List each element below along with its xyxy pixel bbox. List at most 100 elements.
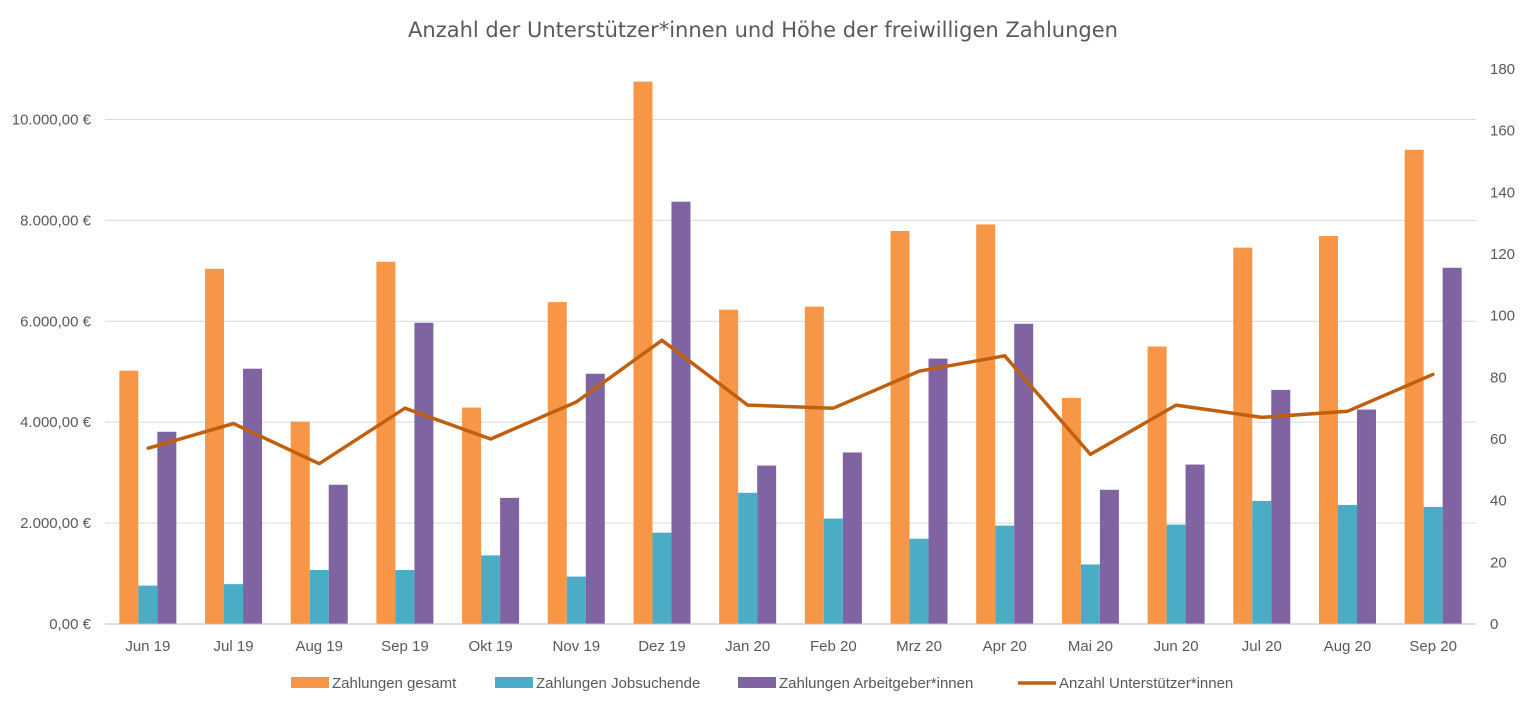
bar-zahlungen-gesamt [1061,397,1081,624]
x-tick-label: Aug 20 [1324,638,1372,655]
line-point [1088,452,1092,456]
legend: Zahlungen gesamt Zahlungen Jobsuchende Zah… [291,675,1233,692]
line-point [831,406,835,410]
y-right-tick-label: 20 [1490,554,1507,571]
line-point [1345,409,1349,413]
x-tick-label: Jul 19 [214,638,254,655]
y-left-tick-label: 4.000,00 € [20,414,92,431]
bar-zahlungen-arbeitgeber-innen [1099,489,1119,624]
line-point [1431,372,1435,376]
x-tick-label: Okt 19 [469,638,513,655]
bar-zahlungen-gesamt [804,306,824,624]
bar-zahlungen-jobsuchende [738,492,758,624]
bar-zahlungen-jobsuchende [1080,564,1100,624]
line-point [660,338,664,342]
line-point [146,446,150,450]
line-point [403,406,407,410]
bar-zahlungen-jobsuchende [823,518,843,624]
bar-zahlungen-gesamt [205,268,225,624]
legend-label: Zahlungen Arbeitgeber*innen [779,675,973,692]
line-point [1260,415,1264,419]
y-left-tick-label: 0,00 € [49,616,91,633]
y-left-tick-label: 2.000,00 € [20,515,92,532]
legend-label: Zahlungen Jobsuchende [536,675,700,692]
x-tick-label: Feb 20 [810,638,857,655]
x-tick-label: Jun 19 [125,638,170,655]
bar-zahlungen-jobsuchende [995,525,1015,624]
bar-zahlungen-arbeitgeber-innen [671,201,691,625]
y-left-tick-label: 8.000,00 € [20,212,92,229]
line-point [489,437,493,441]
bar-zahlungen-arbeitgeber-innen [1271,389,1291,624]
bar-zahlungen-gesamt [1147,346,1167,624]
x-tick-label: Jun 20 [1154,638,1199,655]
x-tick-label: Jan 20 [725,638,770,655]
x-tick-label: Jul 20 [1242,638,1282,655]
legend-swatch [291,677,329,688]
y-left-tick-label: 10.000,00 € [12,111,92,128]
bar-zahlungen-jobsuchende [1166,524,1186,624]
bar-zahlungen-jobsuchende [1252,500,1272,624]
bar-zahlungen-jobsuchende [395,570,415,624]
bar-zahlungen-arbeitgeber-innen [928,358,948,624]
x-tick-label: Sep 19 [381,638,429,655]
bar-zahlungen-gesamt [1318,236,1338,624]
line-point [232,422,236,426]
bar-zahlungen-jobsuchende [309,570,329,624]
bar-zahlungen-gesamt [1404,149,1424,624]
y-right-tick-label: 60 [1490,431,1507,448]
bar-zahlungen-gesamt [119,370,139,624]
bar-zahlungen-gesamt [976,224,996,624]
bar-zahlungen-jobsuchende [1337,504,1357,624]
line-series [146,338,1435,466]
y-right-tick-label: 80 [1490,369,1507,386]
chart-title: Anzahl der Unterstützer*innen und Höhe d… [408,18,1118,42]
axes: 0,00 € 2.000,00 € 4.000,00 € 6.000,00 € 8.00… [12,61,1515,655]
legend-swatch [495,677,533,688]
bar-zahlungen-jobsuchende [481,555,501,624]
bar-zahlungen-arbeitgeber-innen [414,322,434,624]
legend-label: Zahlungen gesamt [332,675,457,692]
line-point [1174,403,1178,407]
gridlines [105,118,1476,524]
x-tick-label: Mrz 20 [896,638,942,655]
bar-zahlungen-arbeitgeber-innen [842,452,862,624]
bar-zahlungen-gesamt [719,309,739,624]
y-right-tick-label: 160 [1490,123,1515,140]
bar-zahlungen-arbeitgeber-innen [585,373,605,624]
bar-zahlungen-arbeitgeber-innen [1185,464,1205,624]
x-tick-label: Aug 19 [295,638,343,655]
x-tick-label: Sep 20 [1409,638,1457,655]
bar-zahlungen-arbeitgeber-innen [1442,267,1462,624]
bars [119,81,1462,625]
y-right-tick-label: 100 [1490,308,1515,325]
bar-zahlungen-jobsuchende [566,576,586,624]
bar-zahlungen-gesamt [1233,247,1253,625]
bar-zahlungen-gesamt [290,421,310,624]
bar-zahlungen-jobsuchende [1423,506,1443,624]
y-right-tick-label: 40 [1490,493,1507,510]
bar-zahlungen-arbeitgeber-innen [1356,409,1376,624]
y-left-tick-label: 6.000,00 € [20,313,92,330]
bar-zahlungen-arbeitgeber-innen [500,497,520,624]
y-right-tick-label: 0 [1490,616,1498,633]
bar-zahlungen-arbeitgeber-innen [328,484,348,624]
bar-zahlungen-arbeitgeber-innen [1014,323,1034,624]
bar-zahlungen-arbeitgeber-innen [757,465,777,624]
line-point [574,400,578,404]
bar-zahlungen-jobsuchende [652,532,672,624]
y-right-tick-label: 140 [1490,184,1515,201]
legend-swatch [738,677,776,688]
line-anzahl-unterstuetzer [147,338,1434,466]
bar-zahlungen-gesamt [547,302,567,624]
x-tick-label: Apr 20 [983,638,1027,655]
bar-zahlungen-gesamt [376,261,396,624]
bar-zahlungen-jobsuchende [224,584,244,624]
x-tick-label: Nov 19 [553,638,601,655]
line-point [1003,354,1007,358]
legend-label: Anzahl Unterstützer*innen [1059,675,1233,692]
line-point [746,403,750,407]
bar-zahlungen-gesamt [890,230,910,624]
